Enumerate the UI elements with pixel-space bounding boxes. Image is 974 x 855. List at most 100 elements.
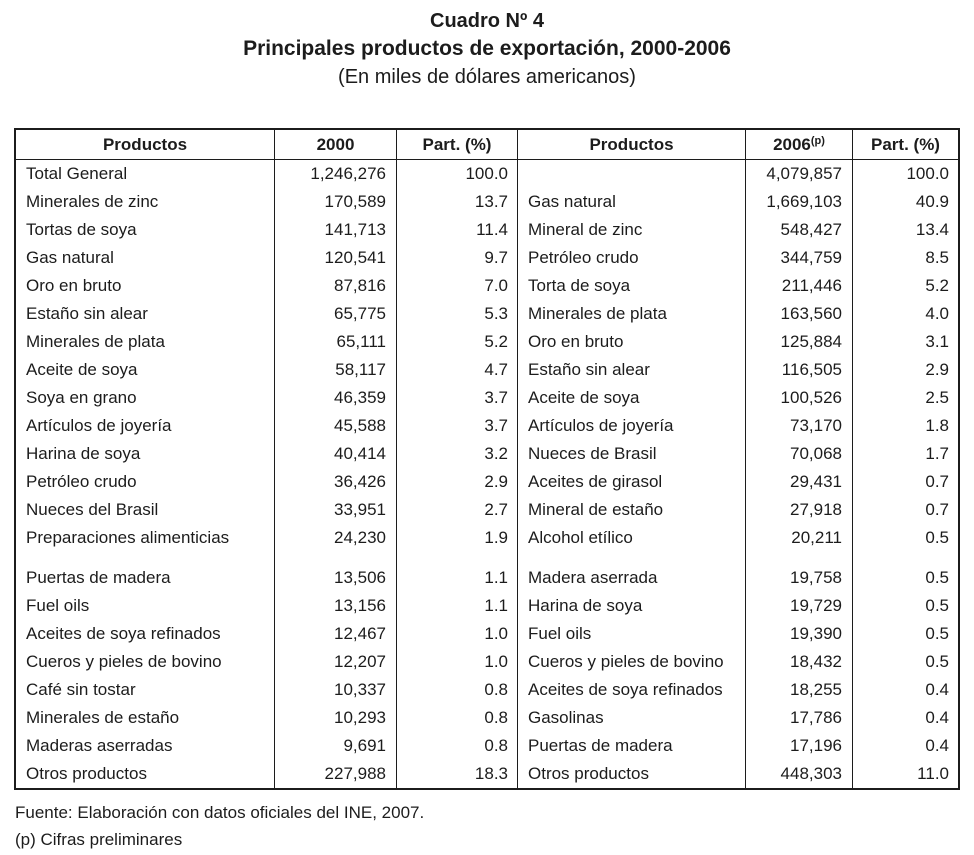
share-cell: 1.9 [397,524,518,552]
share-cell: 7.0 [397,272,518,300]
share-cell: 40.9 [915,192,949,211]
product-cell: Gas natural [518,188,746,216]
value-cell: 211,446 [746,272,853,300]
share-cell: 2.9 [397,468,518,496]
table-row: Oro en bruto 87,816 7.0 Torta de soya 211,44… [16,272,958,300]
product-cell: Oro en bruto [16,272,275,300]
share-cell: 0.4 [925,736,949,755]
product-cell: Minerales de plata [518,300,746,328]
share-cell: 100.0 [906,164,949,183]
value-cell: 19,729 [746,592,853,620]
product-cell: Nueces de Brasil [518,440,746,468]
product-cell: Otros productos [16,760,275,788]
table-row: Aceite de soya 58,117 4.7 Estaño sin alear 1… [16,356,958,384]
header-productos-2006: Productos [518,130,746,160]
table-row: Estaño sin alear 65,775 5.3 Minerales de pl… [16,300,958,328]
share-cell: 1.7 [925,444,949,463]
table-number-title: Cuadro Nº 4 [430,10,544,32]
value-cell: 448,303 [746,760,853,788]
product-cell: Estaño sin alear [16,300,275,328]
value-cell: 45,588 [275,412,397,440]
table-row: Total General 1,246,276 100.0 4,079,857 100.… [16,160,958,188]
value-cell: 24,230 [275,524,397,552]
product-cell: Cueros y pieles de bovino [16,648,275,676]
spacer-cell [275,552,397,564]
table-row: Café sin tostar 10,337 0.8 Aceites de soya … [16,676,958,704]
value-cell: 18,255 [746,676,853,704]
value-cell: 70,068 [746,440,853,468]
value-cell: 141,713 [275,216,397,244]
table-group-separator [16,552,958,564]
share-cell: 3.2 [397,440,518,468]
value-cell: 33,951 [275,496,397,524]
product-cell: Café sin tostar [16,676,275,704]
product-cell: Fuel oils [16,592,275,620]
value-cell: 36,426 [275,468,397,496]
table-row: Fuel oils 13,156 1.1 Harina de soya 19,729 0.… [16,592,958,620]
preliminary-note: (p) Cifras preliminares [15,830,183,849]
product-cell: Alcohol etílico [518,524,746,552]
value-cell: 18,432 [746,648,853,676]
share-cell: 1.8 [925,416,949,435]
value-cell: 9,691 [275,732,397,760]
share-cell: 0.8 [397,704,518,732]
product-cell: Petróleo crudo [518,244,746,272]
table-row: Gas natural 120,541 9.7 Petróleo crudo 344,7… [16,244,958,272]
value-cell: 20,211 [746,524,853,552]
value-cell: 548,427 [746,216,853,244]
value-cell: 17,786 [746,704,853,732]
table-row: Puertas de madera 13,506 1.1 Madera aserrad… [16,564,958,592]
table-main-title: Principales productos de exportación, 20… [243,37,731,60]
table-row: Minerales de plata 65,111 5.2 Oro en bruto 1… [16,328,958,356]
value-cell: 100,526 [746,384,853,412]
share-cell: 1.0 [397,648,518,676]
source-note: Fuente: Elaboración con datos oficiales … [15,803,425,822]
spacer-cell [518,552,746,564]
product-cell: Puertas de madera [518,732,746,760]
table-row: Nueces del Brasil 33,951 2.7 Mineral de est… [16,496,958,524]
product-cell: Otros productos [518,760,746,788]
spacer-cell [397,552,518,564]
value-cell: 13,156 [275,592,397,620]
product-cell: Aceites de soya refinados [518,676,746,704]
product-cell: Harina de soya [16,440,275,468]
value-cell: 344,759 [746,244,853,272]
value-cell: 58,117 [275,356,397,384]
value-cell: 73,170 [746,412,853,440]
share-cell: 0.7 [925,472,949,491]
table-row: Cueros y pieles de bovino 12,207 1.0 Cueros… [16,648,958,676]
value-cell: 65,775 [275,300,397,328]
product-cell: Gas natural [16,244,275,272]
share-cell: 2.5 [925,388,949,407]
product-cell: Minerales de plata [16,328,275,356]
product-cell: Cueros y pieles de bovino [518,648,746,676]
value-cell: 29,431 [746,468,853,496]
share-cell: 9.7 [397,244,518,272]
value-cell: 12,207 [275,648,397,676]
header-productos-2000: Productos [16,130,275,160]
table-title-block: Cuadro Nº 4 Principales productos de exp… [0,0,974,91]
share-cell: 3.1 [925,332,949,351]
share-cell: 3.7 [397,384,518,412]
product-cell: Artículos de joyería [16,412,275,440]
table-row: Harina de soya 40,414 3.2 Nueces de Brasil 7… [16,440,958,468]
value-cell: 19,758 [746,564,853,592]
share-cell: 5.2 [397,328,518,356]
share-cell: 5.3 [397,300,518,328]
table-subtitle-units: (En miles de dólares americanos) [338,66,636,88]
share-cell: 100.0 [397,160,518,188]
product-cell: Petróleo crudo [16,468,275,496]
product-cell: Tortas de soya [16,216,275,244]
product-cell [518,160,746,188]
table-row: Maderas aserradas 9,691 0.8 Puertas de made… [16,732,958,760]
product-cell: Gasolinas [518,704,746,732]
value-cell: 227,988 [275,760,397,788]
table-row: Petróleo crudo 36,426 2.9 Aceites de giraso… [16,468,958,496]
value-cell: 10,293 [275,704,397,732]
share-cell: 8.5 [925,248,949,267]
spacer-cell [16,552,275,564]
product-cell: Soya en grano [16,384,275,412]
value-cell: 46,359 [275,384,397,412]
value-cell: 4,079,857 [746,160,853,188]
